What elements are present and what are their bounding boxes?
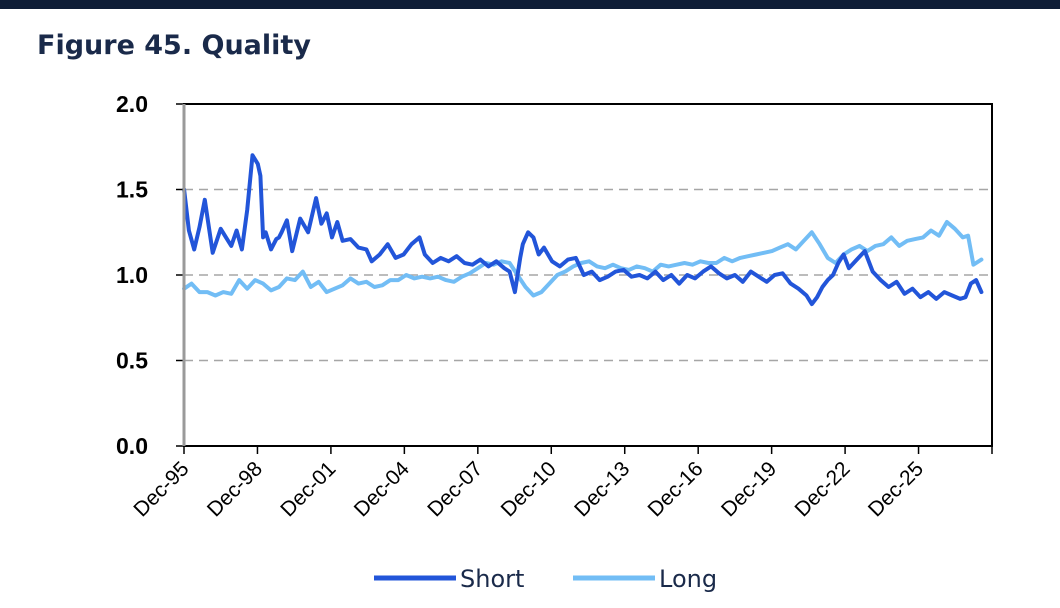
x-tick-label-1: Dec-98: [203, 457, 267, 521]
legend-label-long: Long: [659, 565, 717, 593]
y-tick-label-2: 1.0: [116, 262, 148, 288]
x-tick-label-8: Dec-19: [717, 457, 781, 521]
axis-layer: [176, 103, 993, 454]
x-tick-label-7: Dec-16: [644, 457, 708, 521]
series-line-long: [182, 220, 984, 298]
figure-title: Figure 45. Quality: [37, 30, 311, 61]
y-tick-label-1: 0.5: [116, 348, 148, 374]
x-tick-label-5: Dec-10: [497, 457, 561, 521]
series-line-short: [182, 153, 984, 307]
top-bar: [0, 0, 1060, 9]
y-tick-label-0: 0.0: [116, 433, 148, 459]
legend: Short Long: [374, 565, 717, 593]
x-tick-label-0: Dec-95: [129, 457, 193, 521]
x-tick-label-4: Dec-07: [423, 457, 487, 521]
y-tick-labels: 0.0 0.5 1.0 1.5 2.0: [116, 91, 148, 459]
x-tick-label-3: Dec-04: [350, 457, 414, 521]
series-layer: [182, 153, 984, 307]
x-tick-label-9: Dec-22: [790, 457, 854, 521]
x-tick-label-6: Dec-13: [570, 457, 634, 521]
y-tick-label-4: 2.0: [116, 91, 148, 117]
y-tick-label-3: 1.5: [116, 177, 148, 203]
legend-label-short: Short: [460, 565, 524, 593]
x-tick-labels: Dec-95 Dec-98 Dec-01 Dec-04 Dec-07 Dec-10 Dec-…: [129, 457, 928, 521]
x-tick-label-10: Dec-25: [864, 457, 928, 521]
x-tick-label-2: Dec-01: [276, 457, 340, 521]
